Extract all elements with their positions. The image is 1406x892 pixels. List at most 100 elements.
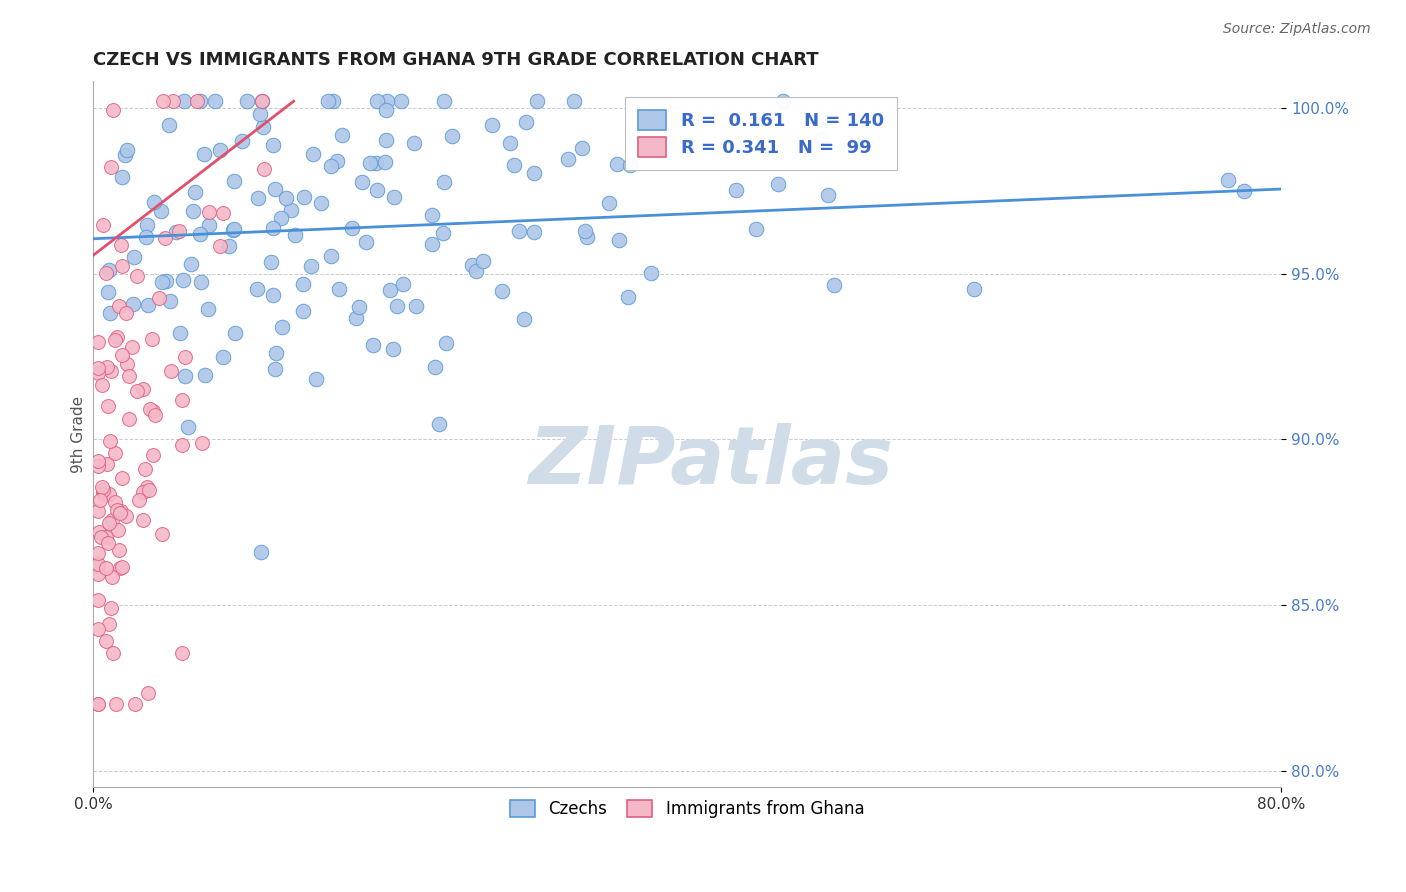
Point bbox=[136, 685, 159, 699]
Point bbox=[98, 306, 121, 320]
Point bbox=[963, 282, 986, 296]
Point bbox=[598, 195, 620, 210]
Point bbox=[86, 698, 108, 712]
Point bbox=[262, 221, 284, 235]
Point bbox=[136, 480, 159, 494]
Point bbox=[122, 297, 145, 311]
Point bbox=[440, 129, 463, 144]
Point bbox=[148, 291, 170, 305]
Text: Source: ZipAtlas.com: Source: ZipAtlas.com bbox=[1223, 22, 1371, 37]
Point bbox=[132, 382, 155, 396]
Point bbox=[260, 254, 283, 268]
Point bbox=[108, 299, 131, 313]
Point bbox=[150, 276, 173, 290]
Point bbox=[515, 115, 537, 129]
Point bbox=[86, 504, 108, 518]
Point bbox=[93, 487, 115, 501]
Point bbox=[198, 219, 221, 233]
Point bbox=[222, 174, 245, 188]
Point bbox=[170, 646, 193, 660]
Point bbox=[181, 203, 204, 218]
Point bbox=[97, 262, 120, 277]
Point bbox=[499, 136, 522, 150]
Point bbox=[89, 493, 111, 508]
Point bbox=[526, 94, 548, 108]
Point bbox=[359, 156, 381, 170]
Point bbox=[97, 516, 120, 531]
Point bbox=[1233, 184, 1256, 198]
Point bbox=[432, 226, 454, 240]
Point bbox=[204, 94, 226, 108]
Point bbox=[98, 486, 121, 500]
Point bbox=[149, 204, 172, 219]
Point bbox=[724, 183, 747, 197]
Point bbox=[309, 196, 332, 211]
Point bbox=[380, 283, 402, 297]
Point bbox=[280, 203, 302, 218]
Point bbox=[208, 143, 231, 157]
Point bbox=[159, 294, 181, 309]
Point bbox=[316, 94, 339, 108]
Point bbox=[153, 231, 176, 245]
Point bbox=[143, 408, 166, 422]
Text: ZIPatlas: ZIPatlas bbox=[529, 424, 893, 501]
Point bbox=[162, 94, 184, 108]
Point bbox=[252, 94, 274, 108]
Point bbox=[103, 103, 125, 117]
Point bbox=[810, 132, 832, 146]
Point bbox=[124, 698, 146, 712]
Point bbox=[87, 546, 110, 560]
Point bbox=[464, 264, 486, 278]
Point bbox=[107, 523, 129, 537]
Point bbox=[513, 312, 536, 326]
Point bbox=[96, 457, 118, 471]
Point bbox=[291, 277, 314, 292]
Point bbox=[197, 301, 219, 316]
Point bbox=[86, 622, 108, 636]
Point bbox=[111, 169, 134, 184]
Point bbox=[433, 94, 456, 108]
Point bbox=[246, 191, 269, 205]
Point bbox=[191, 436, 214, 450]
Point bbox=[152, 94, 174, 108]
Point bbox=[389, 94, 412, 108]
Point bbox=[143, 195, 166, 210]
Point bbox=[100, 160, 122, 174]
Point bbox=[115, 306, 138, 320]
Point bbox=[617, 290, 640, 304]
Point bbox=[387, 299, 409, 313]
Point bbox=[250, 94, 273, 108]
Point bbox=[104, 333, 127, 347]
Point bbox=[172, 273, 194, 287]
Point bbox=[86, 567, 108, 582]
Point bbox=[366, 155, 388, 169]
Point bbox=[218, 239, 240, 253]
Point bbox=[575, 230, 598, 244]
Point bbox=[169, 326, 191, 340]
Point bbox=[114, 148, 136, 162]
Point bbox=[420, 237, 443, 252]
Point bbox=[121, 340, 143, 354]
Point bbox=[423, 359, 446, 374]
Point bbox=[111, 471, 134, 485]
Point bbox=[381, 342, 404, 356]
Point bbox=[141, 332, 163, 346]
Point bbox=[111, 348, 134, 362]
Point bbox=[100, 364, 122, 378]
Point bbox=[173, 350, 195, 364]
Point bbox=[375, 94, 398, 108]
Point bbox=[98, 434, 121, 449]
Point bbox=[434, 336, 457, 351]
Point bbox=[250, 545, 273, 559]
Point bbox=[209, 238, 232, 252]
Point bbox=[249, 107, 271, 121]
Point bbox=[97, 399, 120, 413]
Point bbox=[491, 285, 513, 299]
Point bbox=[170, 392, 193, 407]
Point bbox=[105, 330, 128, 344]
Point bbox=[87, 366, 110, 380]
Point bbox=[262, 288, 284, 302]
Point bbox=[264, 362, 287, 376]
Point bbox=[472, 253, 495, 268]
Point bbox=[91, 218, 114, 232]
